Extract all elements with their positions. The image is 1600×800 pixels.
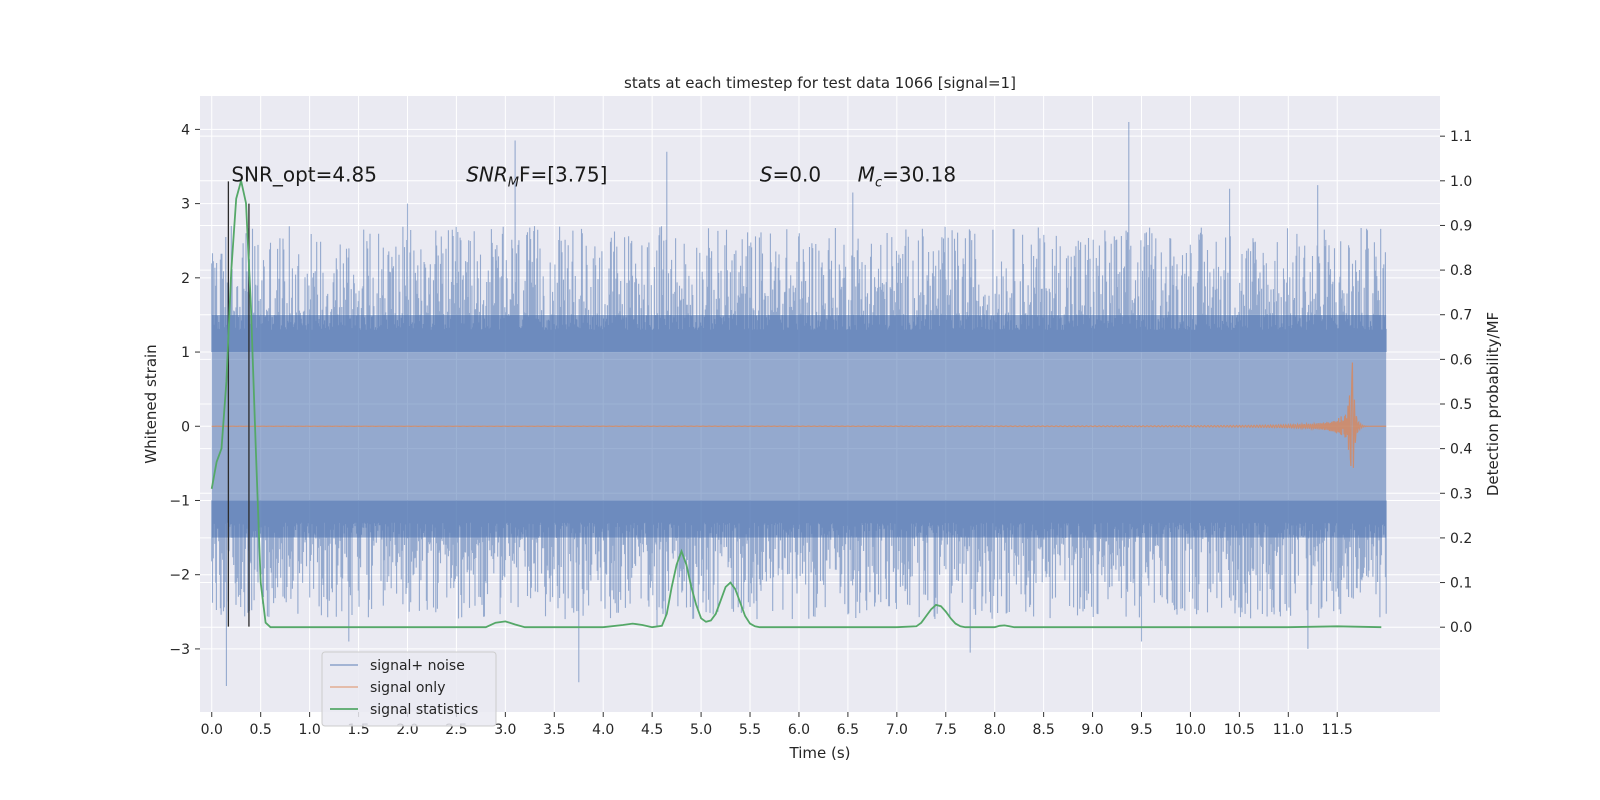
x-tick-label-8: 4.0 (592, 722, 614, 738)
y-right-tick-label-6: 0.6 (1450, 352, 1472, 368)
x-tick-label-18: 9.0 (1081, 722, 1103, 738)
annotation-snr-opt: SNR_opt=4.85 (231, 162, 377, 186)
series-signal-statistics (210, 180, 1382, 629)
y-axis-ticks: −3 −2 −1 0 1 2 3 4 (169, 122, 200, 658)
x-tick-label-11: 5.5 (739, 722, 761, 738)
y-tick-label-7: 4 (181, 122, 190, 138)
y-tick-label-2: −1 (169, 493, 190, 509)
x-tick-label-15: 7.5 (935, 722, 957, 738)
y-right-tick-label-1: 0.1 (1450, 576, 1472, 592)
y-right-tick-label-11: 1.1 (1450, 129, 1472, 145)
annotation-mc-sub: c (875, 175, 882, 190)
x-tick-label-12: 6.0 (788, 722, 810, 738)
annotations: SNR_opt=4.85 SNRMF=[3.75] S=0.0 Mc=30.18 (231, 162, 956, 190)
y-right-axis-title: Detection probability/MF (1484, 312, 1502, 496)
series-layer (210, 122, 1387, 686)
y-tick-label-6: 3 (181, 197, 190, 213)
legend-label-signal-only: signal only (370, 680, 445, 696)
x-tick-label-19: 9.5 (1130, 722, 1152, 738)
y-right-tick-label-2: 0.2 (1450, 531, 1472, 547)
annotation-snr-mf-base: SNR (466, 162, 508, 186)
x-tick-label-16: 8.0 (984, 722, 1006, 738)
y-right-tick-label-0: 0.0 (1450, 620, 1472, 636)
x-tick-label-0: 0.0 (201, 722, 223, 738)
x-tick-label-13: 6.5 (837, 722, 859, 738)
x-tick-label-10: 5.0 (690, 722, 712, 738)
legend-label-signal-statistics: signal statistics (370, 702, 478, 718)
y-tick-label-4: 1 (181, 345, 190, 361)
x-tick-label-2: 1.0 (298, 722, 320, 738)
legend: signal+ noise signal only signal statist… (321, 651, 497, 727)
y-right-tick-label-3: 0.3 (1450, 486, 1472, 502)
y-right-tick-label-10: 1.0 (1450, 174, 1472, 190)
x-axis-title: Time (s) (789, 744, 851, 762)
annotation-snr-mf: SNRMF=[3.75] (466, 162, 607, 190)
y-right-tick-label-8: 0.8 (1450, 263, 1472, 279)
annotation-s-value: =0.0 (773, 162, 822, 186)
annotation-mc: Mc=30.18 (858, 162, 956, 190)
x-tick-label-6: 3.0 (494, 722, 516, 738)
x-tick-label-23: 11.5 (1322, 722, 1353, 738)
y-right-tick-label-5: 0.5 (1450, 397, 1472, 413)
annotation-snr-mf-sub: M (508, 175, 519, 190)
y-right-tick-label-7: 0.7 (1450, 308, 1472, 324)
annotation-mc-base: M (858, 162, 875, 186)
legend-label-signal-noise: signal+ noise (370, 658, 465, 674)
y-tick-label-3: 0 (181, 419, 190, 435)
series-signal-noise-spikes (211, 122, 1387, 686)
chart-title: stats at each timestep for test data 106… (624, 74, 1016, 92)
y-right-tick-label-9: 0.9 (1450, 218, 1472, 234)
x-tick-label-1: 0.5 (250, 722, 272, 738)
legend-box (321, 651, 497, 727)
y-tick-label-5: 2 (181, 271, 190, 287)
x-tick-label-9: 4.5 (641, 722, 663, 738)
annotation-s: S=0.0 (760, 162, 821, 186)
noise-spikes-down (211, 500, 1387, 686)
x-tick-label-14: 7.0 (886, 722, 908, 738)
y-right-tick-label-4: 0.4 (1450, 442, 1472, 458)
noise-spikes-up (211, 122, 1387, 352)
annotation-s-base: S (760, 162, 773, 186)
x-tick-label-7: 3.5 (543, 722, 565, 738)
x-tick-label-17: 8.5 (1032, 722, 1054, 738)
y-axis-title: Whitened strain (142, 344, 160, 463)
x-tick-label-20: 10.0 (1175, 722, 1206, 738)
y-tick-label-1: −2 (169, 568, 190, 584)
y-right-axis-ticks: 0.0 0.1 0.2 0.3 0.4 0.5 0.6 0.7 0.8 0.9 1.0 1.1 (1440, 129, 1472, 636)
annotation-mc-value: =30.18 (882, 162, 956, 186)
annotation-snr-mf-value: F=[3.75] (519, 162, 607, 186)
x-tick-label-22: 11.0 (1273, 722, 1304, 738)
x-tick-label-21: 10.5 (1224, 722, 1255, 738)
y-tick-label-0: −3 (169, 642, 190, 658)
series-signal-only (211, 362, 1387, 468)
